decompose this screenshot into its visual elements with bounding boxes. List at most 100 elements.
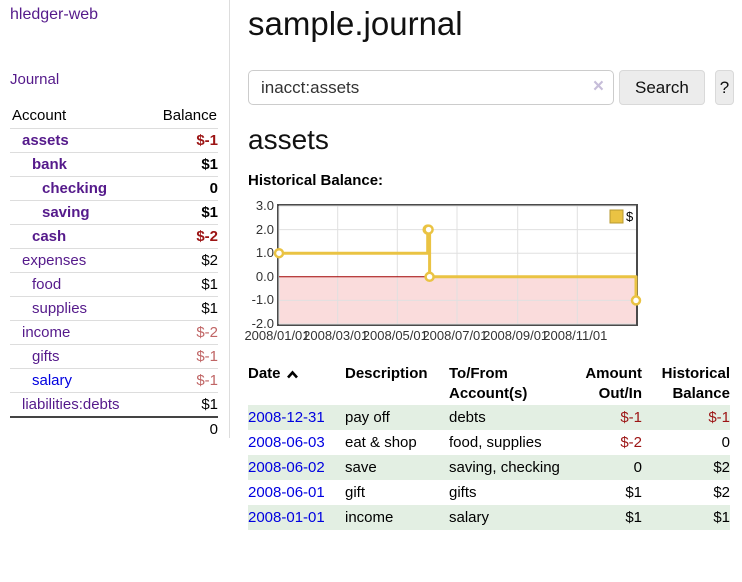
account-row: liabilities:debts $1: [10, 392, 218, 418]
svg-text:$: $: [626, 209, 634, 224]
transaction-description: pay off: [345, 409, 390, 426]
transaction-date-link[interactable]: 2008-12-31: [248, 409, 325, 426]
help-button[interactable]: ?: [714, 70, 734, 105]
account-balance: $-2: [196, 228, 218, 245]
page-title: sample.journal: [248, 5, 463, 42]
register-header-accounts: To/From Account(s): [449, 365, 528, 402]
account-row: salary $-1: [10, 368, 218, 393]
account-link[interactable]: supplies: [32, 300, 88, 317]
y-axis-label: -2.0: [251, 316, 274, 331]
transaction-balance: $2: [713, 484, 730, 501]
transaction-amount: 0: [633, 459, 642, 476]
y-axis-label: 0.0: [255, 268, 274, 284]
account-link[interactable]: saving: [42, 204, 90, 221]
register-table-body: 2008-12-31 pay off debts $-1 $-1 2008-06-03 ea…: [248, 405, 730, 530]
x-axis-label: 2008/11/01: [543, 328, 608, 343]
x-axis-label: 2008/05/01: [362, 328, 428, 343]
register-header-amount: Amount Out/In: [585, 365, 642, 402]
account-link[interactable]: gifts: [32, 348, 60, 365]
account-balance: $-2: [196, 324, 218, 341]
y-axis-label: 3.0: [255, 198, 274, 213]
y-axis-label: 1.0: [255, 245, 274, 261]
accounts-header-balance: Balance: [162, 107, 217, 124]
search-button[interactable]: Search: [619, 70, 705, 105]
account-row: saving $1: [10, 200, 218, 225]
transaction-date-link[interactable]: 2008-06-03: [248, 434, 325, 451]
transaction-amount: $-1: [620, 409, 642, 426]
sidebar-item-journal[interactable]: Journal: [10, 71, 60, 88]
search-form: × Search ?: [248, 70, 734, 105]
register-row: 2008-06-03 eat & shop food, supplies $-2 0: [248, 430, 730, 455]
transaction-accounts: salary: [449, 509, 490, 526]
account-balance: 0: [209, 180, 218, 197]
transaction-balance: $2: [713, 459, 730, 476]
historical-balance-chart: $ 3.0 2.0 1.0 0.0 -1.0 -2.0 2008/01/01 2008/03/…: [244, 198, 734, 344]
transaction-amount: $1: [625, 509, 642, 526]
account-link[interactable]: income: [22, 324, 71, 341]
account-balance: $1: [201, 204, 218, 221]
transaction-accounts: debts: [449, 409, 486, 426]
accounts-header-account: Account: [12, 107, 67, 124]
register-header-balance: Historical Balance: [661, 365, 730, 402]
account-row: income $-2: [10, 320, 218, 345]
register-row: 2008-01-01 income salary $1 $1: [248, 505, 730, 530]
chart-plot-area: $: [273, 204, 642, 326]
transaction-description: save: [345, 459, 377, 476]
chart-canvas: $: [273, 205, 642, 325]
clear-search-icon[interactable]: ×: [592, 76, 604, 97]
account-balance: $1: [201, 396, 218, 413]
account-link[interactable]: cash: [32, 228, 67, 245]
app-title-link[interactable]: hledger-web: [10, 6, 99, 23]
account-link[interactable]: liabilities:debts: [22, 396, 120, 413]
transaction-balance: $1: [713, 509, 730, 526]
account-row: gifts $-1: [10, 344, 218, 369]
account-link[interactable]: assets: [22, 132, 69, 149]
transaction-balance: $-1: [708, 409, 730, 426]
register-header-row: Date Description To/From Account(s) Amou…: [248, 363, 730, 405]
search-input[interactable]: [248, 70, 614, 105]
transaction-accounts: gifts: [449, 484, 477, 501]
account-row: bank $1: [10, 152, 218, 177]
transaction-accounts: saving, checking: [449, 459, 560, 476]
x-axis-label: 2008/09/01: [483, 328, 549, 343]
chart-heading: Historical Balance:: [248, 172, 384, 189]
register-table: Date Description To/From Account(s) Amou…: [248, 363, 730, 530]
account-link[interactable]: expenses: [22, 252, 87, 269]
register-header-date[interactable]: Date: [248, 363, 345, 405]
transaction-amount: $1: [625, 484, 642, 501]
register-row: 2008-12-31 pay off debts $-1 $-1: [248, 405, 730, 430]
transaction-description: eat & shop: [345, 434, 417, 451]
transaction-accounts: food, supplies: [449, 434, 542, 451]
account-row: assets $-1: [10, 128, 218, 153]
account-heading: assets: [248, 124, 329, 155]
account-row: food $1: [10, 272, 218, 297]
transaction-date-link[interactable]: 2008-06-02: [248, 459, 325, 476]
accounts-total-row: 0: [10, 417, 218, 441]
accounts-total-value: 0: [209, 421, 218, 438]
account-balance: $1: [201, 156, 218, 173]
register-row: 2008-06-02 save saving, checking 0 $2: [248, 455, 730, 480]
account-link[interactable]: food: [32, 276, 62, 293]
account-link[interactable]: checking: [42, 180, 108, 197]
x-axis-label: 2008/07/01: [422, 328, 488, 343]
x-axis-label: 2008/01/01: [244, 328, 310, 343]
account-link[interactable]: salary: [32, 372, 73, 389]
transaction-date-link[interactable]: 2008-06-01: [248, 484, 325, 501]
accounts-table: Account Balance assets $-1 bank $1 checking 0…: [10, 104, 218, 441]
account-row: supplies $1: [10, 296, 218, 321]
register-row: 2008-06-01 gift gifts $1 $2: [248, 480, 730, 505]
account-link[interactable]: bank: [32, 156, 68, 173]
account-balance: $-1: [196, 372, 218, 389]
accounts-table-body: assets $-1 bank $1 checking 0 saving $1 cash $-2 e…: [10, 128, 218, 418]
account-row: checking 0: [10, 176, 218, 201]
register-header-description: Description: [345, 365, 428, 382]
y-axis-label: 2.0: [255, 221, 274, 237]
account-balance: $2: [201, 252, 218, 269]
transaction-description: gift: [345, 484, 366, 501]
transaction-amount: $-2: [620, 434, 642, 451]
account-row: cash $-2: [10, 224, 218, 249]
transaction-balance: 0: [721, 434, 730, 451]
account-balance: $1: [201, 276, 218, 293]
transaction-date-link[interactable]: 2008-01-01: [248, 509, 325, 526]
